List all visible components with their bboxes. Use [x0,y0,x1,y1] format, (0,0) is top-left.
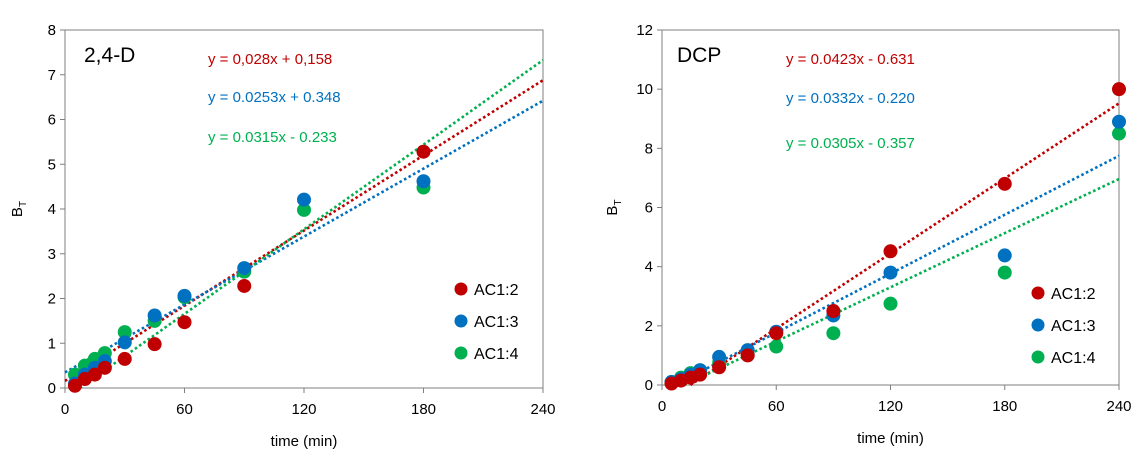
x-tick-label: 120 [878,398,903,415]
data-point-AC1-2 [740,348,755,363]
legend-label: AC1:3 [1051,318,1096,335]
x-axis-label: time (min) [271,433,338,450]
legend-label: AC1:2 [474,282,519,299]
legend-marker [1031,318,1045,332]
data-point-AC1-2 [883,244,898,259]
y-tick-label: 0 [645,377,653,394]
y-tick-label: 6 [645,200,653,217]
y-tick-label: 12 [636,22,653,39]
x-tick-label: 240 [1106,398,1131,415]
data-point-AC1-2 [693,367,708,382]
y-tick-label: 0 [48,380,56,397]
trendline-equation: y = 0.0253x + 0.348 [208,89,341,106]
trendline-AC1-2 [689,102,1120,387]
panel-label: DCP [677,44,721,67]
data-point-AC1-3 [997,248,1012,263]
data-point-AC1-4 [297,202,311,217]
data-point-AC1-3 [712,349,727,364]
trendline-equation: y = 0.0305x - 0.357 [786,135,915,152]
trendline-equation: y = 0,028x + 0,158 [208,51,332,68]
trendline-AC1-2 [64,79,544,383]
x-tick-label: 120 [291,401,316,418]
y-tick-label: 10 [636,81,653,98]
data-point-AC1-4 [117,325,132,340]
y-axis-label-subscript: T [613,199,624,205]
data-point-AC1-4 [997,265,1012,280]
data-point-AC1-4 [883,296,898,311]
y-tick-label: 5 [48,156,56,173]
data-point-AC1-4 [769,339,784,354]
y-tick-label: 8 [48,22,56,39]
data-point-AC1-2 [416,144,431,159]
legend-label: AC1:4 [1051,350,1096,367]
data-point-AC1-2 [712,360,727,375]
trendline-equation: y = 0.0423x - 0.631 [786,51,915,68]
data-point-AC1-2 [1112,82,1126,97]
legend-marker [454,282,468,296]
y-tick-label: 3 [48,246,56,263]
legend-label: AC1:2 [1051,286,1096,303]
legend-label: AC1:4 [474,346,519,363]
data-point-AC1-3 [147,308,162,323]
data-point-AC1-4 [826,326,841,341]
x-tick-label: 60 [176,401,193,418]
legend-marker [1031,350,1045,364]
trendline-equation: y = 0.0332x - 0.220 [786,90,915,107]
y-axis-label: BT [9,201,29,217]
data-point-AC1-2 [97,360,112,375]
trendline-AC1-4 [683,177,1120,387]
y-tick-label: 4 [48,201,56,218]
data-point-AC1-2 [177,315,192,330]
legend: AC1:2 AC1:3 AC1:4 [454,282,519,363]
data-point-AC1-3 [237,261,252,276]
data-point-AC1-2 [147,337,162,352]
data-point-AC1-2 [769,326,784,341]
data-point-AC1-2 [67,378,82,393]
data-point-AC1-3 [117,335,132,350]
y-axis-label-main: B [604,206,621,216]
legend-marker [454,346,468,360]
y-tick-label: 2 [645,318,653,335]
x-axis-label: time (min) [857,430,924,447]
y-axis-label-subscript: T [18,201,29,207]
legend-marker [454,314,468,328]
legend: AC1:2 AC1:3 AC1:4 [1031,286,1096,367]
trendline-AC1-4 [78,59,544,390]
x-tick-label: 60 [768,398,785,415]
x-tick-label: 180 [992,398,1017,415]
y-tick-label: 6 [48,112,56,129]
legend-label: AC1:3 [474,314,519,331]
y-tick-label: 4 [645,259,653,276]
panel-label: 2,4-D [84,44,135,67]
x-tick-label: 240 [530,401,555,418]
data-point-AC1-2 [237,278,252,293]
y-tick-label: 7 [48,67,56,84]
y-tick-label: 8 [645,140,653,157]
legend-marker [1031,286,1045,300]
y-axis-label: BT [604,199,624,215]
data-point-AC1-2 [87,367,102,382]
data-point-AC1-2 [117,351,132,366]
data-point-AC1-4 [1112,126,1126,141]
data-point-AC1-3 [416,174,431,189]
data-point-AC1-3 [1112,114,1126,129]
trendline-equation: y = 0.0315x - 0.233 [208,129,337,146]
x-tick-label: 0 [61,401,69,418]
data-point-AC1-3 [177,288,192,303]
x-tick-label: 0 [658,398,666,415]
data-point-AC1-2 [997,176,1012,191]
y-axis-label-main: B [9,207,26,217]
data-point-AC1-3 [297,192,311,207]
trendline-AC1-3 [64,99,544,374]
chart-panel-1: 0 1 2 3 4 5 6 7 8 0 60 120 180 240 time (min) BT 2,4-D y … [9,22,556,450]
y-tick-label: 1 [48,335,56,352]
data-point-AC1-2 [826,304,841,319]
y-tick-label: 2 [48,291,56,308]
data-point-AC1-3 [883,265,898,280]
x-tick-label: 180 [411,401,436,418]
